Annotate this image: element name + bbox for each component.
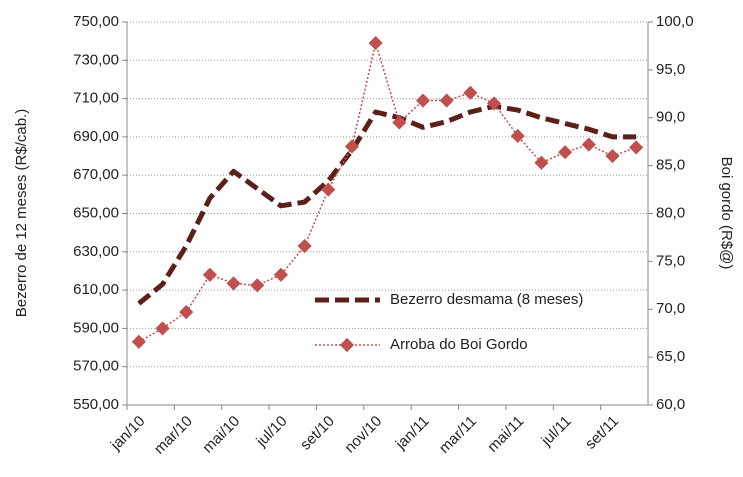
marker bbox=[250, 278, 265, 293]
x-tick-label: set/11 bbox=[582, 413, 622, 453]
y-axis-title: Bezerro de 12 meses (R$/cab.) bbox=[13, 109, 30, 317]
marker bbox=[297, 238, 312, 254]
y2-tick-label: 100,0 bbox=[656, 13, 694, 30]
y2-axis-title: Boi gordo (R$@) bbox=[718, 157, 735, 270]
x-tick-label: mar/11 bbox=[436, 413, 480, 457]
marker bbox=[534, 155, 549, 170]
x-tick-label: jul/10 bbox=[252, 413, 290, 451]
y2-tick-label: 90,0 bbox=[656, 109, 685, 126]
x-tick-label: jan/10 bbox=[107, 413, 149, 455]
x-tick-label: jul/11 bbox=[537, 413, 574, 450]
marker bbox=[179, 305, 194, 320]
y-tick-label: 670,00 bbox=[73, 166, 119, 183]
y-tick-label: 650,00 bbox=[73, 204, 119, 221]
series-line bbox=[138, 42, 637, 343]
x-tick-label: jan/11 bbox=[392, 413, 433, 454]
x-tick-label: mai/11 bbox=[484, 413, 527, 456]
marker bbox=[510, 128, 525, 144]
y-tick-label: 550,00 bbox=[73, 396, 119, 413]
marker bbox=[202, 267, 217, 282]
y-tick-label: 570,00 bbox=[73, 358, 119, 375]
marker bbox=[392, 115, 407, 130]
marker bbox=[321, 182, 336, 197]
series-line bbox=[137, 103, 637, 306]
marker bbox=[226, 276, 241, 291]
marker bbox=[368, 35, 383, 51]
y2-tick-label: 65,0 bbox=[656, 348, 685, 365]
marker bbox=[486, 96, 502, 111]
legend-label: Bezerro desmama (8 meses) bbox=[390, 291, 583, 308]
marker bbox=[155, 321, 170, 336]
marker bbox=[415, 93, 431, 108]
y-tick-label: 690,00 bbox=[73, 128, 119, 145]
marker bbox=[344, 139, 360, 154]
x-tick-label: mai/10 bbox=[199, 413, 243, 457]
y2-tick-label: 75,0 bbox=[656, 252, 685, 269]
y-tick-label: 630,00 bbox=[73, 243, 119, 260]
marker bbox=[439, 93, 454, 108]
marker bbox=[463, 85, 478, 100]
y-tick-label: 730,00 bbox=[73, 51, 119, 68]
y-tick-label: 750,00 bbox=[73, 13, 119, 30]
marker bbox=[629, 140, 644, 155]
legend-label: Arroba do Boi Gordo bbox=[390, 336, 528, 353]
legend-marker bbox=[339, 337, 355, 353]
y2-tick-label: 85,0 bbox=[656, 157, 685, 174]
marker bbox=[581, 137, 596, 152]
y-tick-label: 590,00 bbox=[73, 319, 119, 336]
x-tick-label: set/10 bbox=[297, 413, 338, 454]
marker bbox=[131, 334, 146, 349]
x-tick-label: mar/10 bbox=[151, 413, 196, 458]
y2-tick-label: 60,0 bbox=[656, 396, 685, 413]
y-tick-label: 710,00 bbox=[73, 90, 119, 107]
y2-tick-label: 80,0 bbox=[656, 204, 685, 221]
y2-tick-label: 95,0 bbox=[656, 61, 685, 78]
y-tick-label: 610,00 bbox=[73, 281, 119, 298]
marker bbox=[558, 145, 573, 160]
x-tick-label: nov/10 bbox=[341, 413, 385, 457]
marker bbox=[605, 148, 620, 164]
marker bbox=[273, 267, 289, 282]
y2-tick-label: 70,0 bbox=[656, 300, 685, 317]
